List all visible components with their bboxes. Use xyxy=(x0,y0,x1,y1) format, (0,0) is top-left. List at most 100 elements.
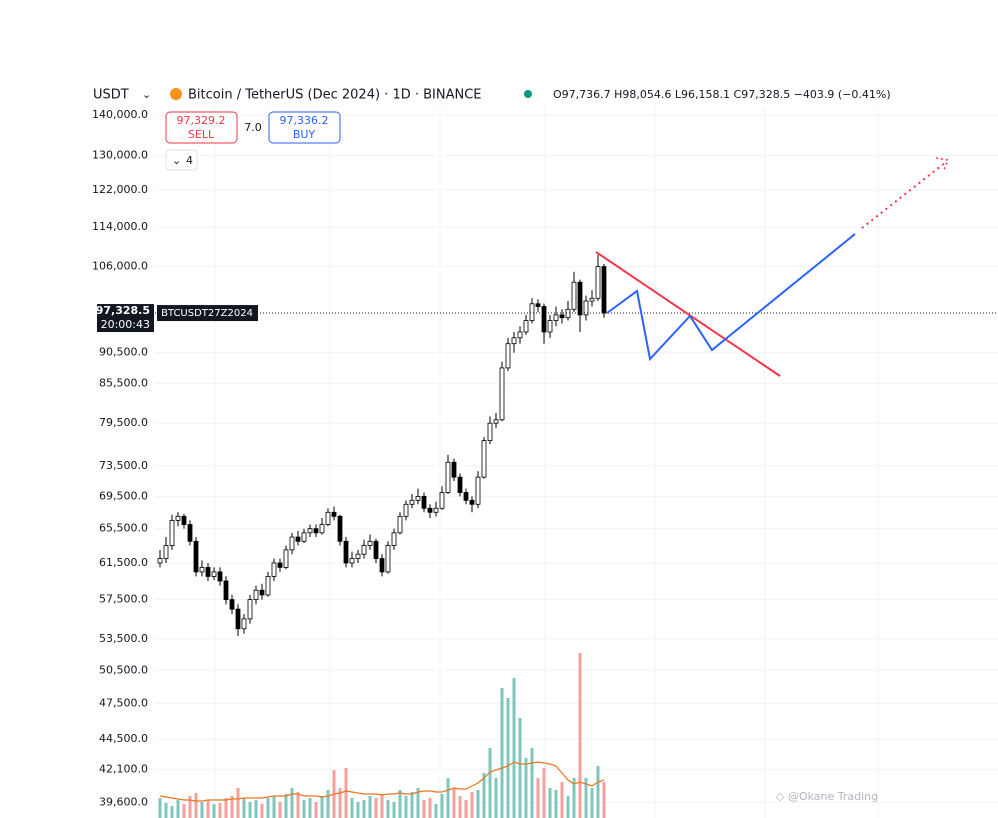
candle-body xyxy=(337,515,343,542)
volume-bar xyxy=(470,792,474,818)
volume-bar xyxy=(290,788,294,818)
volume-bar xyxy=(500,688,504,818)
volume-bar xyxy=(350,798,354,818)
candle-body xyxy=(469,499,475,505)
candle-body xyxy=(283,549,289,568)
volume-bar xyxy=(260,804,264,818)
indicator-count[interactable]: 4 xyxy=(186,154,193,167)
buy-label[interactable]: BUY xyxy=(293,128,316,141)
candle-body xyxy=(499,367,505,421)
coin-icon xyxy=(170,88,182,100)
candle-body xyxy=(541,306,547,333)
volume-bar xyxy=(344,768,348,818)
volume-bar xyxy=(488,748,492,818)
candle-body xyxy=(409,499,415,505)
candle-body xyxy=(463,492,469,501)
volume-bar xyxy=(194,793,198,818)
candle-body xyxy=(385,545,391,573)
quote-select[interactable] xyxy=(88,83,154,107)
spread: 7.0 xyxy=(244,121,262,134)
candle-body xyxy=(175,515,181,521)
candle-body xyxy=(325,511,331,525)
volume-bar xyxy=(476,790,480,818)
y-axis: 140,000.0 130,000.0 122,000.0 114,000.0 106,… xyxy=(92,108,998,809)
price-tag-countdown: 20:00:43 xyxy=(101,318,150,331)
indicator-toggle[interactable] xyxy=(165,149,198,171)
projection-dotted xyxy=(861,161,947,229)
y-tick-label: 79,500.0 xyxy=(99,416,148,429)
y-tick-label: 53,500.0 xyxy=(99,632,148,645)
candle-body xyxy=(247,599,253,620)
candle-body xyxy=(355,553,361,559)
quote[interactable]: USDT xyxy=(93,88,129,103)
volume-bar xyxy=(464,800,468,818)
volume-bar xyxy=(554,790,558,818)
top-bar: USDT ⌄ Bitcoin / TetherUS (Dec 2024) · 1… xyxy=(88,83,891,107)
open: O97,736.7 xyxy=(553,88,611,101)
y-tick-label: 106,000.0 xyxy=(92,260,148,273)
y-tick-label: 122,000.0 xyxy=(92,183,148,196)
volume-bar xyxy=(236,788,240,818)
volume-bar xyxy=(548,788,552,818)
volume-bar xyxy=(242,798,246,818)
candle-body xyxy=(529,303,535,321)
trend-line xyxy=(595,251,781,377)
candle-body xyxy=(559,314,565,319)
buy-button[interactable] xyxy=(268,111,341,144)
volume-bar xyxy=(284,794,288,818)
volume-bar xyxy=(578,653,582,818)
sell-label[interactable]: SELL xyxy=(188,128,215,141)
volume-bar xyxy=(158,798,162,818)
candle-body xyxy=(457,476,463,493)
projection-path xyxy=(606,233,856,362)
candles: 97,328.520:00:43 BTCUSDT27Z2024 xyxy=(96,254,998,636)
candle-body xyxy=(289,536,295,551)
watermark: ◇ @Okane Trading xyxy=(776,790,878,803)
volume-bar xyxy=(530,748,534,818)
volume-bar xyxy=(272,796,276,818)
candle-body xyxy=(295,536,301,542)
candle-body xyxy=(553,314,559,321)
candle-body xyxy=(331,511,337,517)
volume-bar xyxy=(392,802,396,818)
candle-body xyxy=(241,618,247,630)
watermark-text: @Okane Trading xyxy=(788,790,878,803)
candle-body xyxy=(415,496,421,501)
sell-price[interactable]: 97,329.2 xyxy=(177,114,226,127)
volume-ma xyxy=(159,761,605,802)
candle-body xyxy=(211,571,217,577)
y-tick-label: 61,500.0 xyxy=(99,556,148,569)
y-tick-label: 39,600.0 xyxy=(99,796,148,809)
y-tick-label: 65,500.0 xyxy=(99,522,148,535)
volume-bar xyxy=(254,800,258,818)
candle-body xyxy=(427,507,433,513)
high: H98,054.6 xyxy=(614,88,671,101)
candle-body xyxy=(343,540,349,564)
volume-bar xyxy=(590,788,594,818)
volume-bar xyxy=(602,782,606,818)
volume-bar xyxy=(410,792,414,818)
candle-body xyxy=(271,562,277,577)
volume-bar xyxy=(494,778,498,818)
symbol: Bitcoin / TetherUS (Dec 2024) · 1D · BIN… xyxy=(188,88,482,103)
volume-bar xyxy=(518,718,522,818)
candle-body xyxy=(199,567,205,573)
candle-body xyxy=(397,515,403,534)
volume-bar xyxy=(536,778,540,818)
volume-bar xyxy=(416,788,420,818)
volume-bar xyxy=(182,804,186,818)
sell-button[interactable] xyxy=(165,111,238,144)
candle-body xyxy=(511,337,517,345)
chevron[interactable]: ⌄ xyxy=(172,154,181,167)
volume-bar xyxy=(320,796,324,818)
volume-bar xyxy=(314,802,318,818)
candle-body xyxy=(187,524,193,542)
candle-body xyxy=(259,589,265,596)
trade-panel: 97,329.2 SELL 7.0 97,336.2 BUY ⌄ 4 xyxy=(165,111,341,171)
candle-body xyxy=(193,540,199,573)
candle-body xyxy=(445,461,451,493)
buy-price[interactable]: 97,336.2 xyxy=(280,114,329,127)
candle-body xyxy=(487,422,493,442)
volume-bar xyxy=(404,796,408,818)
